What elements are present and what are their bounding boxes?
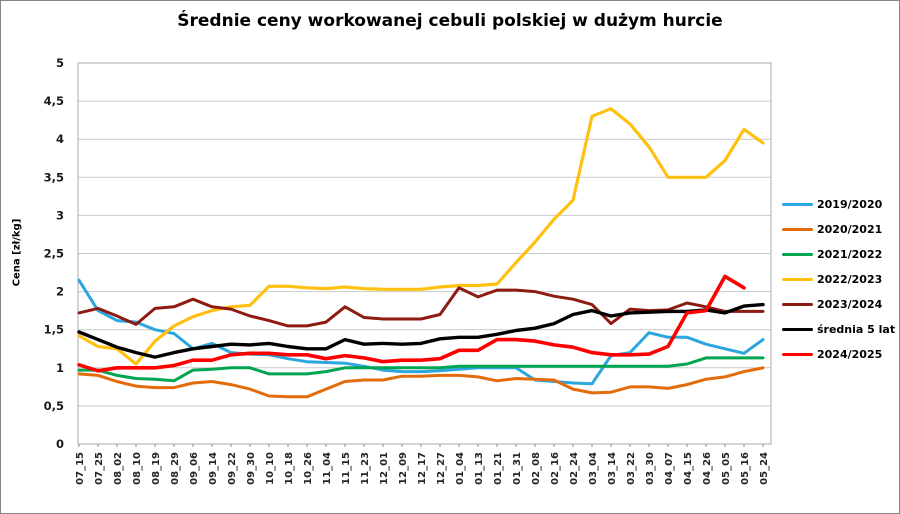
x-tick-label: 04_15	[683, 452, 694, 485]
x-tick-label: 08_10	[132, 452, 143, 485]
legend-line-swatch	[782, 203, 813, 206]
y-tick-label: 2	[56, 285, 64, 299]
y-tick-label: 2,5	[44, 247, 64, 261]
legend-item-2021-2022: 2021/2022	[782, 242, 895, 267]
x-tick-label: 09_06	[189, 452, 200, 485]
x-tick-label: 01_04	[455, 452, 466, 485]
x-tick-label: 02_16	[550, 452, 561, 485]
legend-line-swatch	[782, 278, 813, 281]
y-tick-label: 1	[56, 361, 64, 375]
x-tick-label: 11_15	[341, 452, 352, 485]
legend-item-2019-2020: 2019/2020	[782, 192, 895, 217]
y-tick-label: 5	[56, 56, 64, 70]
x-tick-label: 01_13	[474, 452, 485, 485]
legend-label: 2019/2020	[817, 198, 883, 211]
x-tick-label: 12_01	[379, 452, 390, 485]
x-tick-label: 12_17	[417, 452, 428, 485]
chart-title: Średnie ceny workowanej cebuli polskiej …	[177, 11, 723, 31]
legend-label: 2021/2022	[817, 248, 883, 261]
legend: 2019/2020 2020/2021 2021/2022 2022/2023 2023…	[782, 192, 895, 367]
x-tick-label: 10_10	[265, 452, 276, 485]
legend-item-2024-2025: 2024/2025	[782, 342, 895, 367]
y-tick-label: 4	[56, 132, 64, 146]
y-tick-label: 3	[56, 208, 64, 222]
x-tick-label: 10_26	[303, 452, 314, 485]
legend-line-swatch	[782, 303, 813, 306]
x-tick-label: 08_02	[113, 452, 124, 485]
legend-item-2022-2023: 2022/2023	[782, 267, 895, 292]
x-tick-label: 03_22	[626, 452, 637, 485]
x-tick-label: 01_31	[512, 452, 523, 485]
series-line-2020-2021	[77, 366, 765, 399]
x-tick-label: 12_27	[436, 452, 447, 485]
plot-border	[77, 62, 772, 445]
x-tick-label: 05_05	[721, 452, 732, 485]
x-tick-label: 08_29	[170, 452, 181, 485]
legend-label: 2020/2021	[817, 223, 883, 236]
x-tick-label: 02_08	[531, 452, 542, 485]
series-line-2023-2024	[77, 286, 765, 328]
x-tick-label: 12_09	[398, 452, 409, 485]
legend-label: 2024/2025	[817, 348, 883, 361]
y-tick-label: 1,5	[44, 323, 64, 337]
series-line-2024-2025	[77, 274, 746, 373]
series-line-2021-2022	[77, 356, 765, 383]
y-tick-label: 0,5	[44, 399, 64, 413]
x-tick-label: 03_14	[607, 452, 618, 485]
x-tick-label: 03_30	[645, 452, 656, 485]
x-tick-label: 05_24	[759, 452, 770, 485]
legend-label: 2022/2023	[817, 273, 883, 286]
series-line-średnia-5-lat	[77, 302, 765, 359]
x-tick-label: 09_30	[246, 452, 257, 485]
x-tick-label: 05_16	[740, 452, 751, 485]
legend-line-swatch	[782, 328, 813, 331]
x-tick-label: 11_04	[322, 452, 333, 485]
x-tick-label: 08_19	[151, 452, 162, 485]
y-tick-label: 0	[56, 437, 64, 451]
series-line-2022-2023	[77, 107, 765, 366]
legend-item-średnia-5-lat: średnia 5 lat	[782, 317, 895, 342]
x-tick-label: 09_14	[208, 452, 219, 485]
legend-label: 2023/2024	[817, 298, 883, 311]
x-tick-label: 02_24	[569, 452, 580, 485]
x-tick-label: 11_23	[360, 452, 371, 485]
legend-line-swatch	[782, 353, 813, 356]
x-tick-label: 03_04	[588, 452, 599, 485]
legend-line-swatch	[782, 228, 813, 231]
y-tick-label: 4,5	[44, 94, 64, 108]
x-tick-label: 07_25	[94, 452, 105, 485]
legend-label: średnia 5 lat	[817, 323, 896, 336]
x-tick-label: 10_18	[284, 452, 295, 485]
x-tick-label: 07_15	[75, 452, 86, 485]
x-tick-label: 01_21	[493, 452, 504, 485]
x-tick-label: 09_22	[227, 452, 238, 485]
legend-item-2023-2024: 2023/2024	[782, 292, 895, 317]
y-tick-label: 3,5	[44, 170, 64, 184]
x-tick-label: 04_26	[702, 452, 713, 485]
legend-line-swatch	[782, 253, 813, 256]
x-tick-label: 04_07	[664, 452, 675, 485]
legend-item-2020-2021: 2020/2021	[782, 217, 895, 242]
